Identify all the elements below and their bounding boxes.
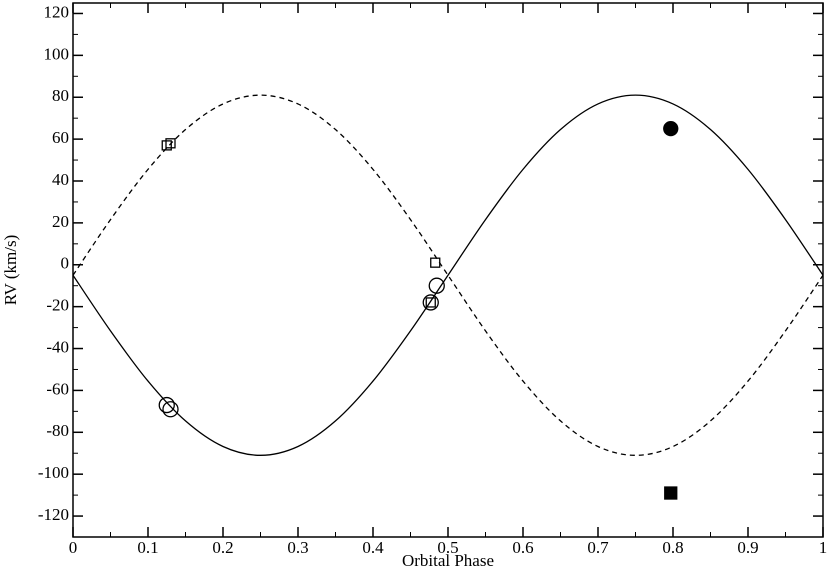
y-tick-label: 60 (52, 128, 69, 147)
data-point (425, 297, 436, 308)
data-point (428, 277, 445, 294)
data-point (430, 257, 441, 268)
x-tick-label: 0.1 (137, 538, 158, 557)
y-tick-label: 20 (52, 212, 69, 231)
x-tick-label: 0.7 (587, 538, 609, 557)
x-tick-label: 0.9 (737, 538, 758, 557)
x-tick-label: 1 (819, 538, 828, 557)
y-axis-label: RV (km/s) (1, 235, 20, 306)
data-point (663, 120, 679, 137)
y-tick-label: -100 (38, 463, 69, 482)
data-point (422, 294, 439, 311)
y-tick-label: -60 (46, 379, 69, 398)
x-tick-label: 0.4 (362, 538, 384, 557)
y-tick-label: 0 (61, 254, 70, 273)
x-tick-label: 0.6 (512, 538, 533, 557)
y-tick-label: 100 (44, 44, 70, 63)
data-point (158, 396, 175, 414)
y-tick-label: 40 (52, 170, 69, 189)
x-axis-label: Orbital Phase (402, 551, 494, 570)
data-point (161, 140, 172, 151)
y-tick-label: -20 (46, 296, 69, 315)
x-tick-label: 0.5 (437, 538, 458, 557)
x-tick-label: 0.8 (662, 538, 683, 557)
rv-curve (72, 94, 824, 456)
x-tick-label: 0.3 (287, 538, 308, 557)
data-point (165, 138, 176, 149)
plot-frame (72, 2, 824, 538)
x-tick-label: 0.2 (212, 538, 233, 557)
x-tick-label: 0 (69, 538, 78, 557)
y-tick-label: 120 (44, 2, 70, 21)
data-point (162, 401, 179, 418)
y-tick-label: -120 (38, 505, 69, 524)
y-tick-label: -80 (46, 421, 69, 440)
y-tick-label: 80 (52, 86, 69, 105)
y-tick-label: -40 (46, 337, 69, 356)
data-point (664, 486, 678, 500)
